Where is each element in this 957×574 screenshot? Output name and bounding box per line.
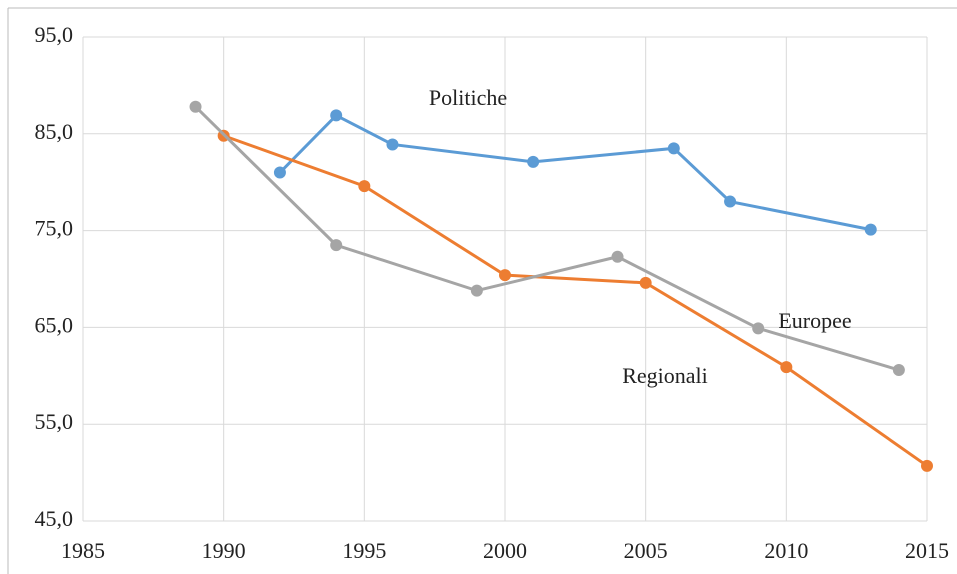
series-annotation: Europee <box>778 308 851 333</box>
data-point <box>892 363 905 376</box>
data-point <box>611 250 624 263</box>
data-point <box>330 109 343 122</box>
data-point <box>752 322 765 335</box>
data-point <box>780 361 793 374</box>
data-point <box>527 155 540 168</box>
x-tick-label: 2005 <box>624 538 668 563</box>
data-point <box>330 239 343 252</box>
data-point <box>499 269 511 282</box>
data-point <box>189 100 202 113</box>
data-point <box>470 284 483 297</box>
x-tick-label: 1985 <box>61 538 105 563</box>
series-annotation: Regionali <box>622 363 708 388</box>
y-tick-label: 95,0 <box>35 22 74 47</box>
data-point <box>386 138 399 151</box>
data-point <box>864 223 877 236</box>
series-line <box>223 134 928 468</box>
x-tick-label: 2010 <box>764 538 808 563</box>
y-tick-label: 45,0 <box>35 506 74 531</box>
y-tick-label: 75,0 <box>35 216 74 241</box>
series-line <box>194 105 900 372</box>
data-point <box>358 180 371 193</box>
y-tick-label: 55,0 <box>35 409 74 434</box>
series-annotation: Politiche <box>429 85 507 110</box>
x-tick-label: 1990 <box>202 538 246 563</box>
data-point <box>667 142 680 155</box>
data-point <box>639 276 652 289</box>
series-line <box>278 113 872 232</box>
y-tick-label: 65,0 <box>35 312 74 337</box>
x-tick-label: 2000 <box>483 538 527 563</box>
data-point <box>921 459 933 472</box>
y-tick-label: 85,0 <box>35 119 74 144</box>
x-tick-label: 2015 <box>905 538 949 563</box>
x-tick-label: 1995 <box>342 538 386 563</box>
data-point <box>273 166 286 179</box>
data-point <box>724 195 737 208</box>
